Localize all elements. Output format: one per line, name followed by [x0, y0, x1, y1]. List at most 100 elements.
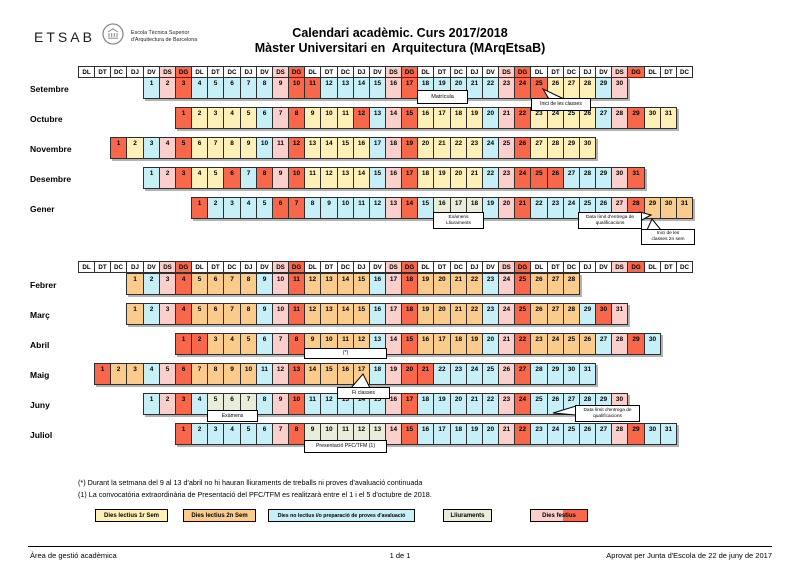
- day-cell: 24: [482, 137, 499, 159]
- day-cell: 21: [433, 137, 451, 159]
- day-cell: 26: [530, 303, 548, 325]
- day-cell: 19: [385, 363, 402, 385]
- day-cell: 6: [191, 137, 208, 159]
- day-cell: 31: [611, 303, 628, 325]
- day-cell: 7: [191, 363, 208, 385]
- annotation-inici-classes-1: Inici de les classes: [531, 98, 591, 111]
- day-cell: 28: [579, 77, 596, 99]
- day-cell: 23: [547, 197, 564, 219]
- month-label: Desembre: [30, 174, 72, 184]
- weekday-header-cell: DC: [337, 261, 354, 273]
- day-cell: 22: [514, 107, 531, 129]
- etsab-logo: ETSAB Escola Tècnica Superior d'Arquitec…: [34, 22, 197, 51]
- day-cell: 26: [547, 77, 564, 99]
- weekday-header-cell: DC: [110, 261, 127, 273]
- day-cell: 18: [401, 303, 418, 325]
- day-cell: 23: [466, 137, 483, 159]
- day-cell: 12: [272, 363, 289, 385]
- weekday-header-cell: DG: [175, 261, 192, 273]
- day-cell: 19: [466, 423, 483, 445]
- weekday-header-cell: DJ: [353, 261, 370, 273]
- day-cell: 10: [337, 197, 354, 219]
- day-cell: 1: [175, 333, 192, 355]
- day-cell: 25: [514, 303, 531, 325]
- month-label: Juny: [30, 400, 50, 410]
- day-cell: 10: [256, 137, 273, 159]
- day-cell: 2: [207, 197, 224, 219]
- day-cell: 12: [304, 273, 321, 295]
- weekday-header-cell: DV: [256, 261, 273, 273]
- weekday-header-cell: DS: [498, 261, 515, 273]
- day-cell: 22: [514, 423, 531, 445]
- day-cell: 8: [256, 167, 273, 189]
- annotation-text-line: qualificacions: [593, 413, 622, 419]
- day-cell: 20: [433, 273, 451, 295]
- annotation-text-line: Matrícula: [431, 93, 454, 100]
- day-cell: 14: [337, 303, 354, 325]
- day-cell: 6: [223, 167, 241, 189]
- weekday-header-cell: DC: [563, 261, 580, 273]
- day-cell: 8: [223, 137, 241, 159]
- day-cell: 29: [595, 167, 612, 189]
- month-label: Març: [30, 310, 50, 320]
- day-cell: 3: [207, 333, 224, 355]
- day-cell: 9: [256, 303, 273, 325]
- day-cell: 7: [223, 273, 241, 295]
- day-cell: 19: [417, 273, 434, 295]
- day-cell: 10: [240, 363, 257, 385]
- day-cell: 26: [579, 333, 596, 355]
- day-cell: 13: [320, 273, 338, 295]
- day-cell: 15: [353, 303, 370, 325]
- day-cell: 13: [385, 197, 402, 219]
- day-cell: 24: [563, 197, 580, 219]
- day-cell: 18: [401, 273, 418, 295]
- day-cell: 30: [644, 423, 661, 445]
- weekday-header-cell: DJ: [240, 261, 257, 273]
- day-cell: 29: [595, 77, 612, 99]
- day-cell: 23: [530, 423, 548, 445]
- day-cell: 13: [337, 167, 354, 189]
- day-cell: 29: [644, 197, 661, 219]
- day-cell: 7: [272, 423, 289, 445]
- day-cell: 13: [320, 303, 338, 325]
- weekday-header-cell: DT: [660, 66, 677, 78]
- day-cell: 26: [498, 363, 515, 385]
- day-cell: 3: [126, 363, 144, 385]
- day-cell: 2: [110, 363, 127, 385]
- day-cell: 22: [466, 303, 483, 325]
- weekday-header-cell: DG: [627, 261, 645, 273]
- day-cell: 1: [126, 273, 144, 295]
- day-cell: 15: [337, 137, 354, 159]
- day-cell: 22: [482, 393, 499, 415]
- day-cell: 28: [579, 167, 596, 189]
- day-cell: 4: [223, 423, 241, 445]
- day-cell: 4: [159, 137, 176, 159]
- day-cell: 23: [530, 333, 548, 355]
- day-cell: 19: [433, 167, 451, 189]
- day-cell: 25: [530, 393, 548, 415]
- annotation-text-line: Exàmens: [448, 214, 469, 220]
- day-cell: 13: [337, 77, 354, 99]
- legend-item-lectiu1: Dies lectius 1r Sem: [95, 509, 168, 522]
- day-cell: 31: [579, 363, 596, 385]
- day-cell: 8: [288, 107, 305, 129]
- legend-item-lectiu2: Dies lectius 2n Sem: [183, 509, 256, 522]
- footnote-asterisk: (*) Durant la setmana del 9 al 13 d'abri…: [78, 478, 423, 487]
- day-cell: 5: [159, 363, 176, 385]
- day-cell: 21: [466, 77, 483, 99]
- weekday-header-cell: DV: [143, 261, 160, 273]
- day-cell: 23: [498, 393, 515, 415]
- day-cell: 20: [482, 423, 499, 445]
- weekday-header-cell: DL: [78, 66, 95, 78]
- page-title: Calendari acadèmic. Curs 2017/2018 Màste…: [0, 26, 800, 56]
- day-cell: 5: [240, 333, 257, 355]
- weekday-header-cell: DT: [433, 261, 451, 273]
- day-cell: 6: [207, 303, 224, 325]
- day-cell: 4: [191, 393, 208, 415]
- day-cell: 25: [563, 423, 580, 445]
- day-cell: 27: [563, 77, 580, 99]
- day-cell: 25: [530, 167, 548, 189]
- day-cell: 30: [660, 197, 677, 219]
